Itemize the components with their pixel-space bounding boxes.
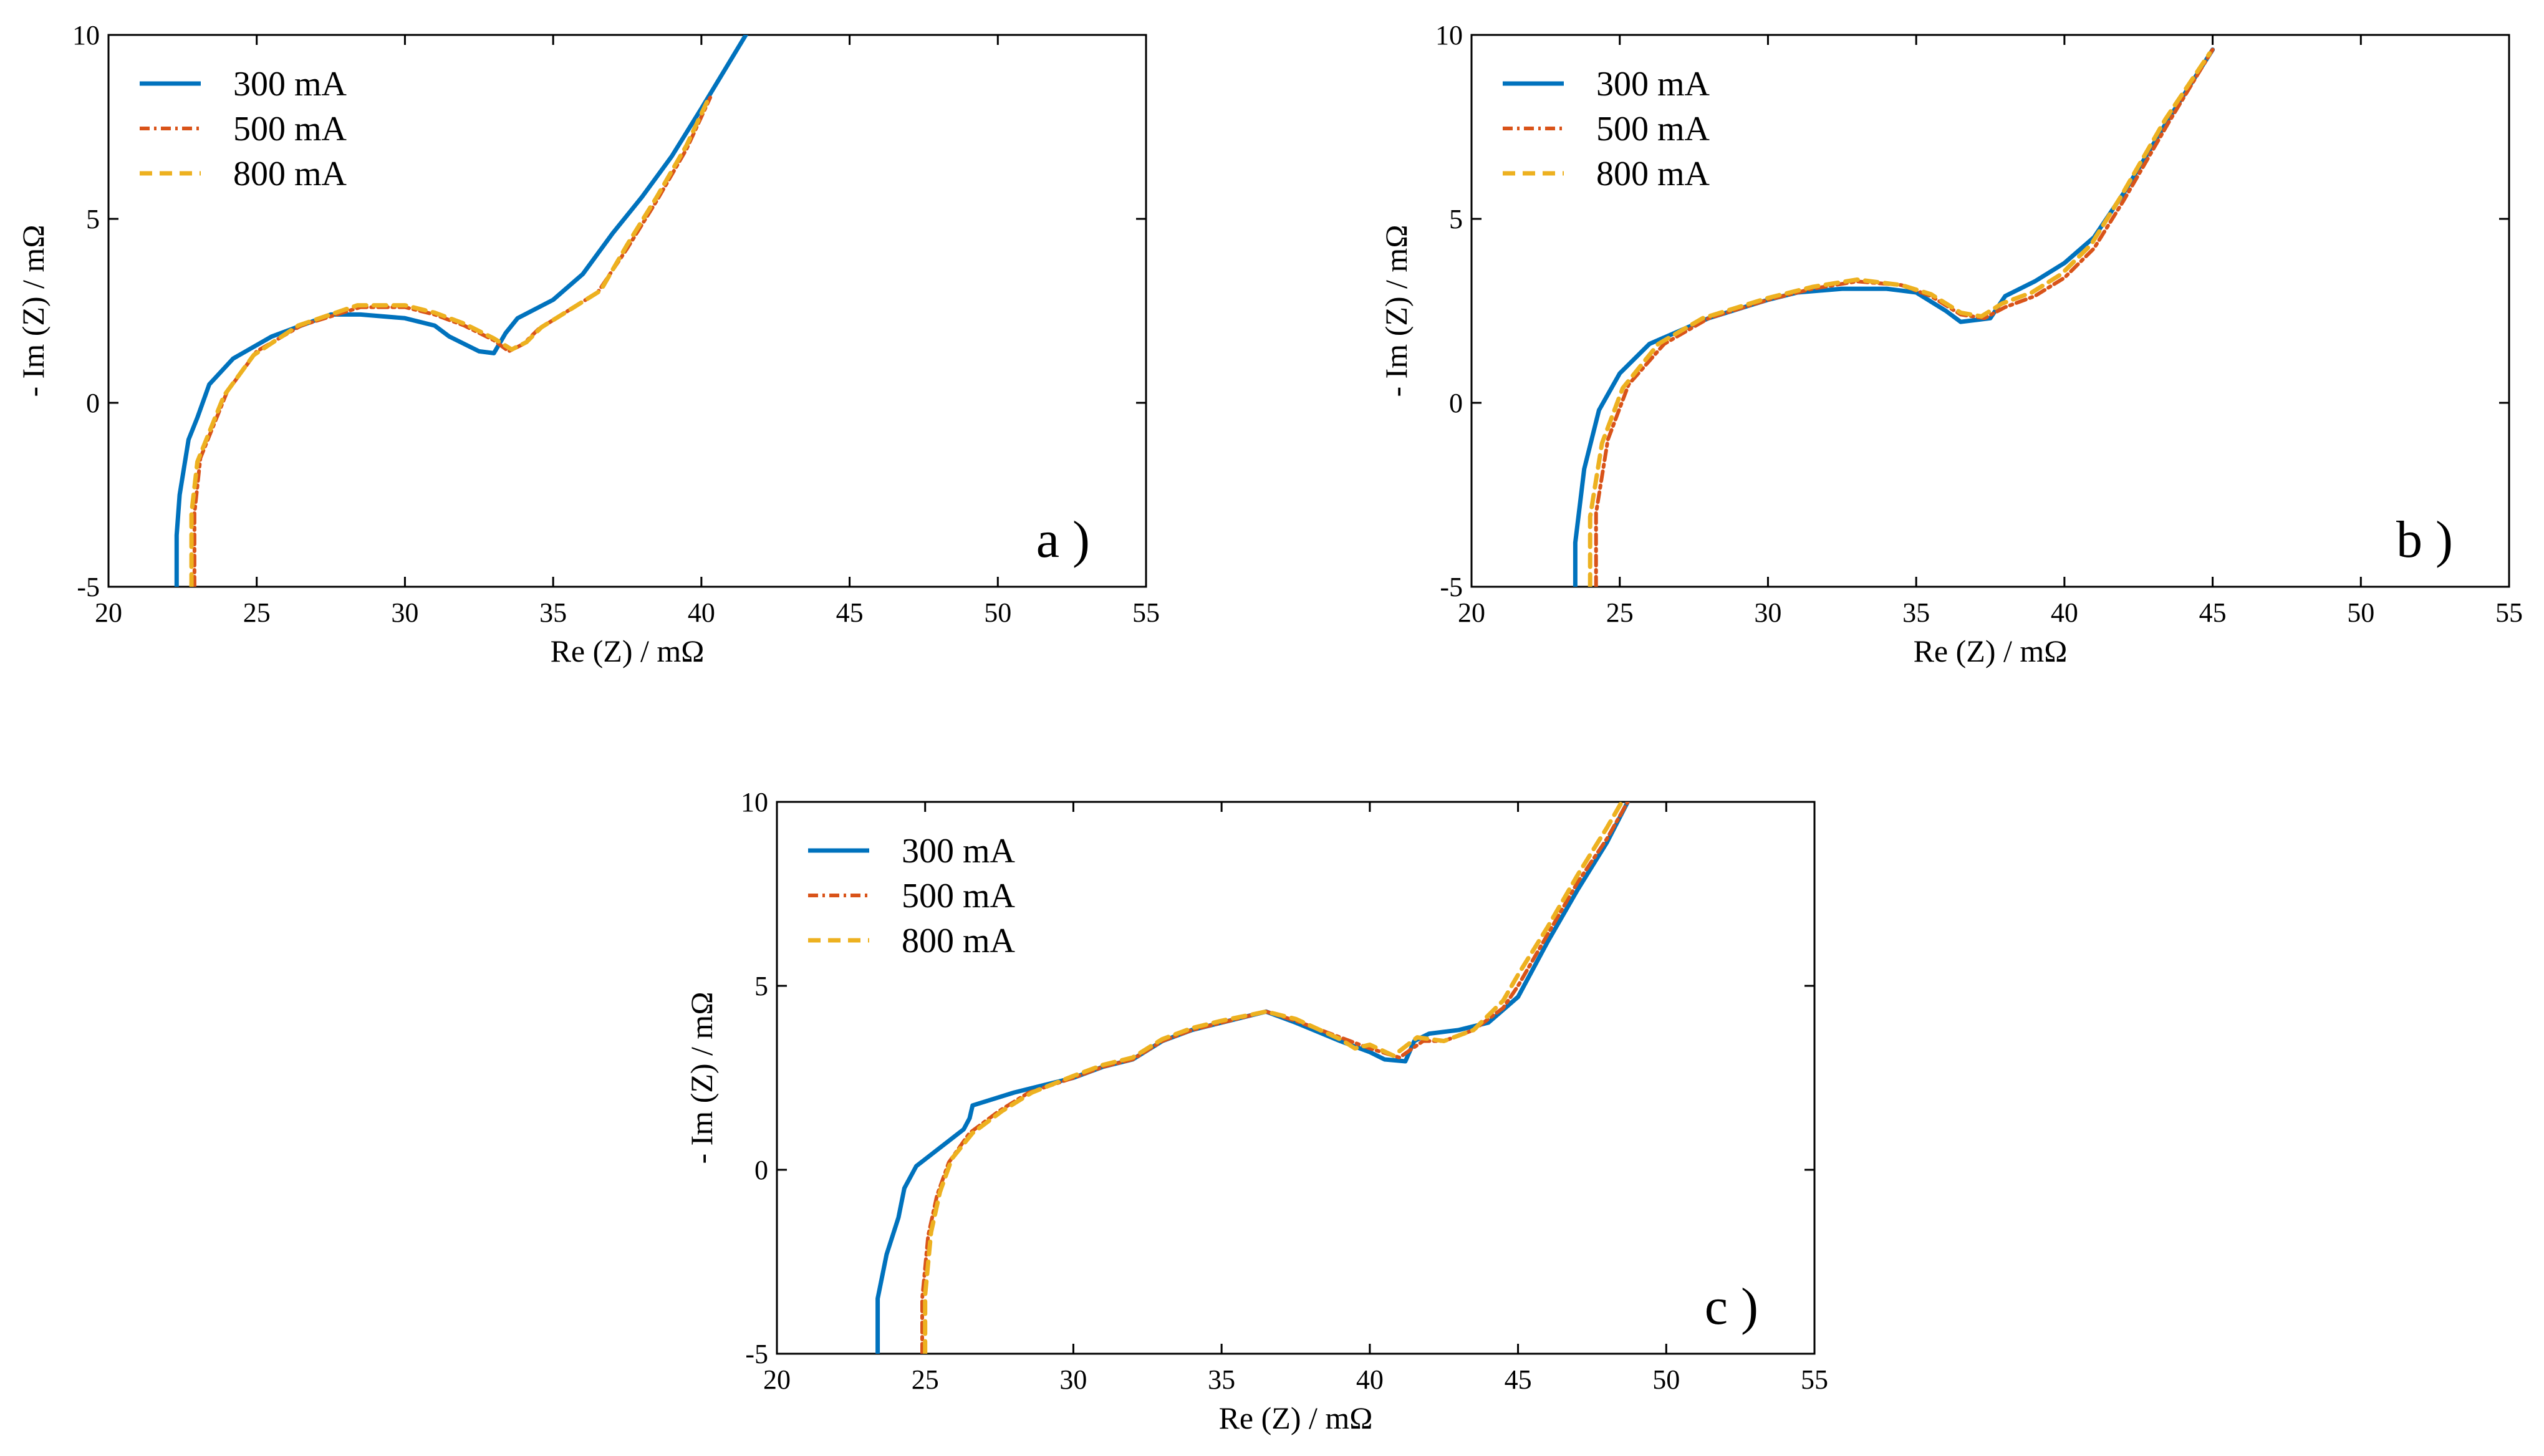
x-tick-label: 20 bbox=[763, 1364, 791, 1395]
y-tick-label: 0 bbox=[754, 1155, 768, 1185]
x-tick-label: 30 bbox=[1754, 597, 1781, 628]
legend-label: 300 mA bbox=[233, 65, 347, 104]
series-group bbox=[875, 802, 1630, 1354]
legend-label: 500 mA bbox=[1596, 110, 1710, 148]
x-tick-label: 25 bbox=[912, 1364, 939, 1395]
panel-label: a ) bbox=[1036, 511, 1090, 569]
y-tick-label: -5 bbox=[77, 572, 100, 602]
legend: 300 mA 500 mA 800 mA bbox=[140, 65, 347, 193]
x-tick-label: 55 bbox=[1132, 597, 1160, 628]
legend-label: 300 mA bbox=[902, 832, 1016, 870]
y-tick-label: 0 bbox=[86, 388, 100, 418]
plot-frame bbox=[107, 34, 1147, 588]
x-tick-label: 55 bbox=[1801, 1364, 1828, 1395]
plot-frame bbox=[1470, 34, 2510, 588]
x-tick-label: 50 bbox=[984, 597, 1011, 628]
plot-frame bbox=[776, 801, 1816, 1355]
series-group bbox=[1573, 47, 2215, 587]
x-tick-label: 55 bbox=[2495, 597, 2523, 628]
series-line-800-ma bbox=[923, 802, 1624, 1354]
y-tick-label: 10 bbox=[72, 20, 100, 51]
x-tick-label: 20 bbox=[1458, 597, 1485, 628]
x-tick-label: 35 bbox=[1208, 1364, 1235, 1395]
x-axis-label: Re (Z) / mΩ bbox=[1914, 634, 2068, 668]
legend: 300 mA 500 mA 800 mA bbox=[1503, 65, 1710, 193]
series-line-300-ma bbox=[1573, 47, 2215, 587]
y-tick-label: 10 bbox=[1435, 20, 1463, 51]
y-tick-label: 5 bbox=[1449, 204, 1463, 234]
y-tick-label: 5 bbox=[86, 204, 100, 234]
y-axis-label: - Im (Z) / mΩ bbox=[684, 992, 719, 1164]
legend-label: 500 mA bbox=[233, 110, 347, 148]
series-line-500-ma bbox=[920, 802, 1630, 1354]
x-tick-label: 35 bbox=[539, 597, 567, 628]
legend-label: 500 mA bbox=[902, 877, 1016, 915]
x-tick-label: 45 bbox=[836, 597, 864, 628]
x-tick-label: 50 bbox=[2347, 597, 2374, 628]
y-tick-label: 0 bbox=[1449, 388, 1463, 418]
series-line-800-ma bbox=[189, 99, 710, 587]
legend-label: 300 mA bbox=[1596, 65, 1710, 104]
x-tick-label: 45 bbox=[1505, 1364, 1532, 1395]
legend: 300 mA 500 mA 800 mA bbox=[808, 832, 1016, 960]
panel-label: c ) bbox=[1705, 1278, 1758, 1336]
x-tick-label: 40 bbox=[688, 597, 715, 628]
x-tick-label: 20 bbox=[95, 597, 122, 628]
x-tick-label: 30 bbox=[391, 597, 418, 628]
x-tick-label: 40 bbox=[1356, 1364, 1384, 1395]
y-tick-label: 5 bbox=[754, 971, 768, 1001]
y-axis-label: - Im (Z) / mΩ bbox=[1379, 225, 1414, 397]
x-tick-label: 45 bbox=[2199, 597, 2227, 628]
y-tick-label: -5 bbox=[745, 1339, 768, 1369]
series-line-300-ma bbox=[174, 35, 748, 587]
y-axis-label: - Im (Z) / mΩ bbox=[16, 225, 51, 397]
x-tick-label: 25 bbox=[1606, 597, 1634, 628]
chart-panel-b: 20 25 30 35 40 45 50 55 -5 0 5 10 Re (Z) / mΩ - Im (Z… bbox=[1379, 20, 2523, 668]
x-tick-label: 50 bbox=[1652, 1364, 1680, 1395]
x-tick-label: 30 bbox=[1059, 1364, 1087, 1395]
panel-label: b ) bbox=[2396, 511, 2453, 569]
legend-label: 800 mA bbox=[902, 922, 1016, 960]
x-axis-label: Re (Z) / mΩ bbox=[1219, 1401, 1373, 1435]
y-tick-label: -5 bbox=[1440, 572, 1463, 602]
chart-panel-a: 20 25 30 35 40 45 50 55 -5 0 5 10 Re (Z) / mΩ - Im (Z… bbox=[16, 20, 1160, 668]
legend-label: 800 mA bbox=[233, 155, 347, 193]
y-tick-label: 10 bbox=[741, 787, 768, 817]
x-tick-label: 40 bbox=[2051, 597, 2078, 628]
series-line-800-ma bbox=[1588, 51, 2212, 587]
legend-label: 800 mA bbox=[1596, 155, 1710, 193]
x-tick-label: 35 bbox=[1902, 597, 1930, 628]
x-axis-label: Re (Z) / mΩ bbox=[551, 634, 705, 668]
x-tick-label: 25 bbox=[243, 597, 271, 628]
series-group bbox=[174, 35, 748, 587]
chart-panel-c: 20 25 30 35 40 45 50 55 -5 0 5 10 Re (Z) / mΩ - Im (Z… bbox=[684, 787, 1828, 1435]
